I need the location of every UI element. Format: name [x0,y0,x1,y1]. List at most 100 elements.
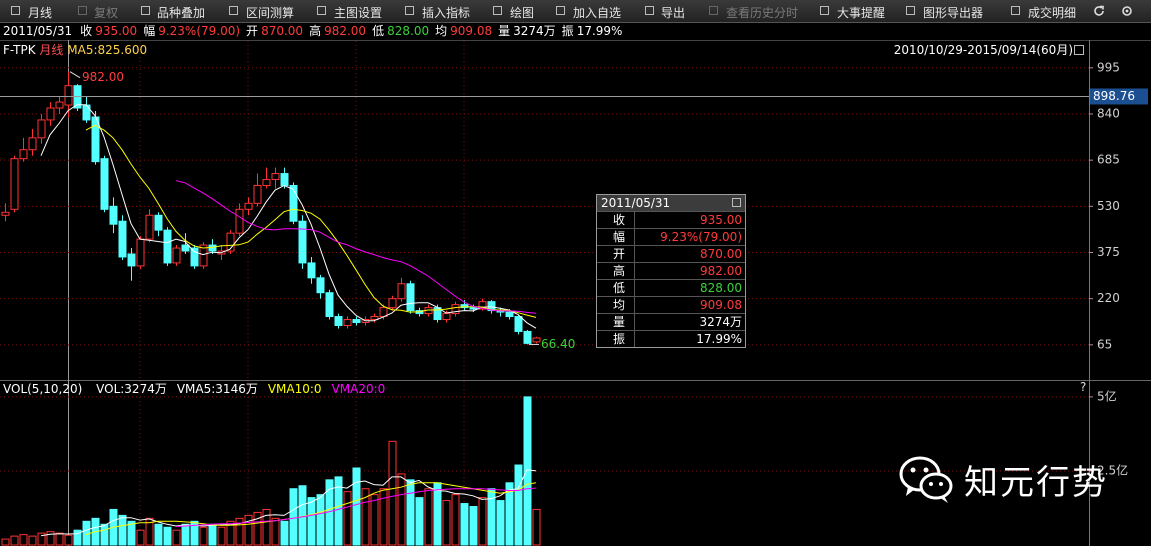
tooltip-header: 2011/05/31 [597,195,745,211]
toolbar-button[interactable]: 加入自选 [573,6,622,20]
toolbar-button[interactable]: 复权 [94,6,119,20]
volume-bar [154,523,163,546]
ma-line [175,180,537,314]
quote-label: 高 [309,24,322,38]
candle-body [100,158,109,210]
ma-line [85,124,537,318]
candle-body [208,244,217,252]
quote-label: 收 [80,24,93,38]
icon [78,6,87,15]
volume-bar [64,534,73,546]
tooltip-row: 开 870.00 [597,245,745,262]
legend-entry: VMA10:0 [267,382,322,396]
crosshair-label-box [1090,88,1148,105]
volume-header: VOL(5,10,20) VOL:3274万 VMA5:3146万 VMA10:0 V… [3,382,385,397]
settings-button[interactable] [1120,4,1134,18]
volume-bar [460,503,469,546]
help-button[interactable]: ? [1080,380,1087,394]
toolbar-button[interactable]: 月线 [28,6,53,20]
watermark-text: 知元行势 [964,462,1108,503]
volume-bar [19,534,28,546]
tooltip-label: 振 [597,331,635,347]
icon [11,6,20,15]
toolbar-button[interactable]: 主图设置 [334,6,383,20]
candle-body [136,238,145,267]
candle-body [46,107,55,121]
tooltip-row: 振 17.99% [597,330,745,347]
ma-line [85,482,537,536]
quote-value: 870.00 [261,24,304,38]
candle-body [487,301,496,312]
quote-value: 909.08 [450,24,493,38]
volume-bar [532,508,541,546]
volume-bar [289,488,298,546]
volume-bar [496,500,505,546]
volume-bar [388,440,397,546]
candle-body [109,205,118,225]
tooltip-label: 低 [597,280,635,296]
candle-body [37,119,46,139]
candle-body [442,313,451,321]
y-tick-label: 840 [1097,106,1120,120]
tooltip-value: 870.00 [700,247,742,261]
toolbar-button[interactable]: 绘图 [510,6,535,20]
toolbar-button[interactable]: 图形导出器 [923,6,984,20]
toolbar-button[interactable]: 成交明细 [1028,6,1077,20]
candle-body [451,304,460,315]
candle-body [235,208,244,234]
quote-value: 9.23%(79.00) [158,24,241,38]
toolbar: 月线 复权 品种叠加 区间测算 主图设置 插入指标 绘图 加入自选 导出 查看历… [0,0,1151,23]
candle-body [460,304,469,309]
candle-body [343,319,352,326]
icon [493,6,502,15]
candle-body [154,214,163,231]
price-header: F-TPK 月线 MA5:825.600 [3,43,147,58]
volume-bar [28,535,37,546]
candle-body [325,292,334,318]
volume-bar [145,517,154,546]
panel-button[interactable] [1074,45,1084,55]
volume-bar [505,482,514,546]
volume-bar [226,520,235,546]
volume-bar [298,485,307,546]
candle-body [262,179,271,186]
icon [645,6,654,15]
toolbar-button[interactable]: 区间测算 [246,6,295,20]
toolbar-button[interactable]: 大事提醒 [837,6,886,20]
tooltip-value: 935.00 [700,213,742,227]
toolbar-button[interactable]: 查看历史分时 [726,6,799,20]
volume-bar [1,538,10,546]
close-button[interactable] [732,198,741,207]
tooltip-label: 收 [597,212,635,228]
volume-bar [415,497,424,546]
toolbar-button[interactable]: 导出 [661,6,686,20]
volume-bar [37,532,46,546]
candle-body [55,101,64,109]
tooltip-date: 2011/05/31 [601,196,671,210]
volume-bar [361,488,370,546]
toolbar-button[interactable]: 品种叠加 [157,6,206,20]
volume-bar [136,529,145,546]
y-tick-label: 2.5亿 [1097,462,1128,477]
legend-entry: VMA5:3146万 [176,382,258,396]
candle-body [469,307,478,310]
candle-body [532,337,541,343]
quote-value: 3274万 [513,24,556,38]
icon [229,6,238,15]
quote-value: 982.00 [324,24,367,38]
vertical-grid [139,41,465,546]
toolbar-button[interactable]: 插入指标 [422,6,471,20]
volume-bar [244,514,253,546]
volume-bar [118,514,127,546]
y-tick-label: 685 [1097,153,1120,167]
volume-bar [127,520,136,546]
candle-body [505,311,514,318]
quote-value: 935.00 [95,24,138,38]
volume-bar [370,494,379,546]
quote-value: 828.00 [387,24,430,38]
candle-body [397,283,406,300]
volume-bar [442,500,451,546]
symbol: F-TPK [3,43,36,57]
refresh-button[interactable] [1092,4,1106,18]
icon [820,6,829,15]
